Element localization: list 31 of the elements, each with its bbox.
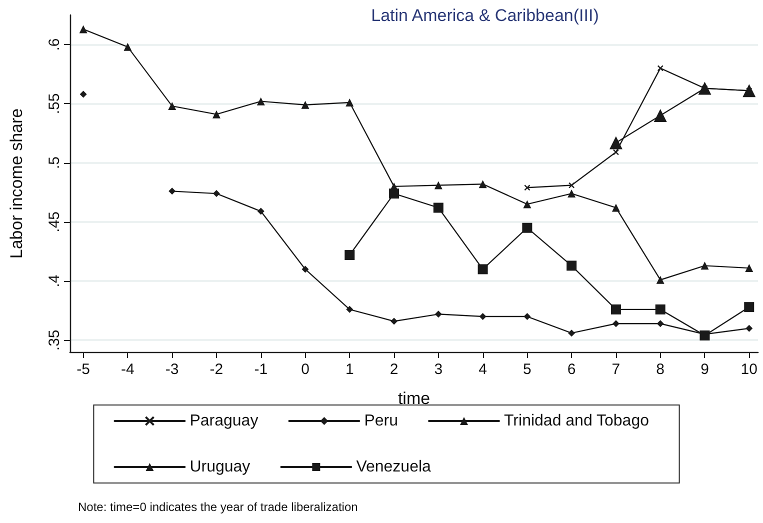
x-tick-label: 1 [345,361,354,378]
x-tick-label: 7 [612,361,620,378]
x-tick-label: -5 [76,361,90,378]
x-tick-label: 10 [740,361,758,378]
y-tick-label: .5 [46,156,63,170]
legend-label: Paraguay [190,412,258,430]
x-tick-label: 9 [700,361,709,378]
x-tick-label: 6 [567,361,576,378]
x-tick-label: 4 [478,361,487,378]
x-tick-label: -3 [165,361,179,378]
legend-label: Uruguay [190,458,250,476]
legend-label: Peru [364,412,398,430]
legend-label: Venezuela [356,458,432,476]
x-axis-title: time [398,389,430,408]
x-tick-label: -1 [254,361,268,378]
x-tick-label: -2 [210,361,224,378]
legend-label: Trinidad and Tobago [504,412,650,430]
x-tick-label: 8 [656,361,665,378]
x-tick-label: 3 [434,361,443,378]
y-tick-label: .4 [46,274,63,288]
y-axis-title: Labor income share [7,108,26,259]
y-tick-label: .6 [46,38,63,51]
x-tick-label: 2 [390,361,398,378]
x-tick-label: 5 [523,361,532,378]
x-tick-label: -4 [121,361,134,378]
y-tick-label: .55 [46,93,63,114]
x-tick-label: 0 [301,361,310,378]
y-tick-label: .45 [46,212,63,232]
y-tick-label: .35 [46,330,63,351]
chart-title: Latin America & Caribbean(III) [371,6,599,25]
text: Note: time=0 indicates the year of trade liberalization [78,500,358,514]
